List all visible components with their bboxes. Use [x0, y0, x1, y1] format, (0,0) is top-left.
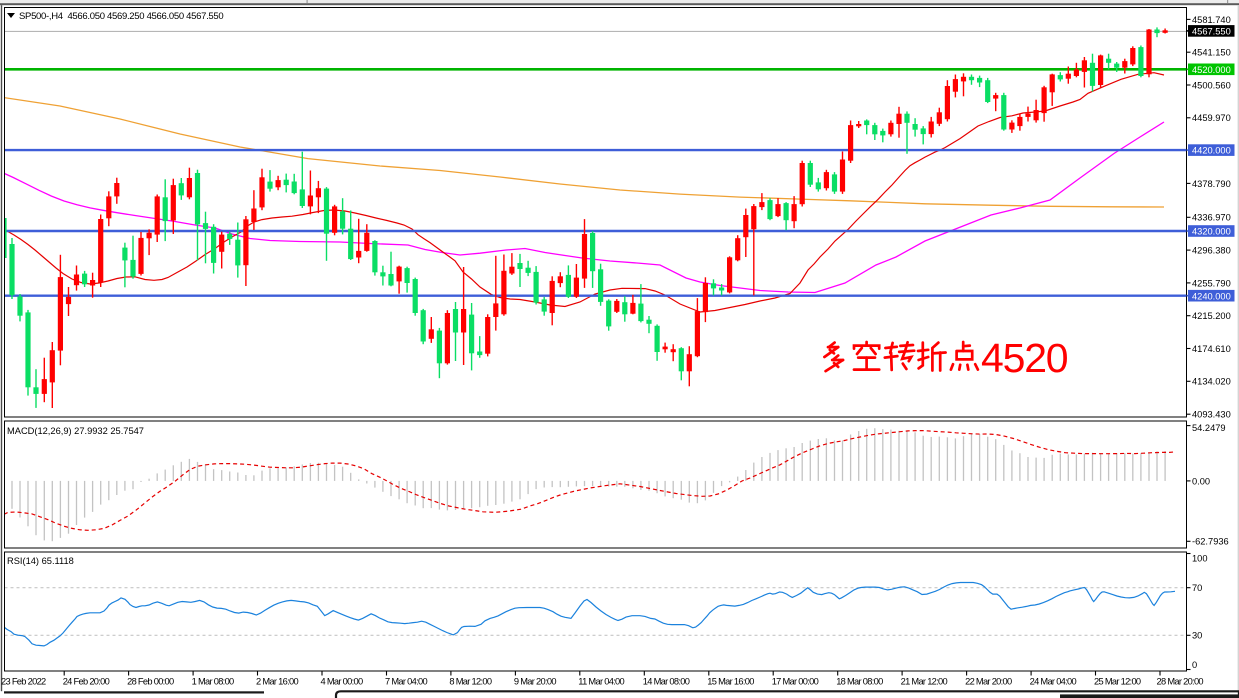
svg-text:1 Mar 08:00: 1 Mar 08:00 [192, 677, 234, 687]
svg-text:0: 0 [1192, 660, 1197, 670]
svg-text:4567.550: 4567.550 [1192, 27, 1231, 37]
svg-text:24 Feb 20:00: 24 Feb 20:00 [63, 677, 110, 687]
svg-text:4093.430: 4093.430 [1192, 410, 1231, 420]
svg-text:30: 30 [1192, 631, 1202, 641]
svg-text:4520.000: 4520.000 [1192, 65, 1231, 75]
svg-text:11 Mar 04:00: 11 Mar 04:00 [578, 677, 624, 687]
svg-text:4255.790: 4255.790 [1192, 278, 1231, 288]
svg-text:4378.790: 4378.790 [1192, 179, 1231, 189]
svg-text:4420.000: 4420.000 [1192, 146, 1231, 156]
svg-text:4581.740: 4581.740 [1192, 15, 1231, 25]
svg-text:9 Mar 20:00: 9 Mar 20:00 [514, 677, 556, 687]
svg-text:0.00: 0.00 [1192, 476, 1210, 486]
svg-text:23 Feb 2022: 23 Feb 2022 [1, 677, 46, 687]
svg-text:17 Mar 00:00: 17 Mar 00:00 [772, 677, 819, 687]
svg-text:8 Mar 12:00: 8 Mar 12:00 [449, 677, 491, 687]
svg-text:54.2479: 54.2479 [1192, 423, 1226, 433]
svg-text:70: 70 [1192, 583, 1202, 593]
svg-text:22 Mar 20:00: 22 Mar 20:00 [965, 677, 1012, 687]
svg-text:21 Mar 12:00: 21 Mar 12:00 [901, 677, 948, 687]
svg-text:100: 100 [1192, 553, 1208, 563]
svg-text:28 Feb 00:00: 28 Feb 00:00 [127, 677, 174, 687]
svg-text:7 Mar 04:00: 7 Mar 04:00 [385, 677, 427, 687]
svg-text:4500.560: 4500.560 [1192, 80, 1231, 90]
svg-text:RSI(14) 65.1118: RSI(14) 65.1118 [7, 556, 74, 566]
svg-text:18 Mar 08:00: 18 Mar 08:00 [836, 677, 883, 687]
svg-text:4174.610: 4174.610 [1192, 344, 1231, 354]
svg-text:SP500-,H4 4566.050 4569.250 4: SP500-,H4 4566.050 4569.250 4566.050 456… [19, 11, 223, 22]
svg-text:4336.970: 4336.970 [1192, 213, 1231, 223]
svg-text:4296.380: 4296.380 [1192, 246, 1231, 256]
svg-text:24 Mar 04:00: 24 Mar 04:00 [1030, 677, 1077, 687]
svg-text:4541.150: 4541.150 [1192, 48, 1231, 58]
svg-text:4459.970: 4459.970 [1192, 113, 1231, 123]
svg-text:4240.000: 4240.000 [1192, 291, 1231, 301]
svg-text:2 Mar 16:00: 2 Mar 16:00 [256, 677, 298, 687]
svg-text:4215.200: 4215.200 [1192, 311, 1231, 321]
svg-text:28 Mar 20:00: 28 Mar 20:00 [1157, 677, 1204, 687]
svg-text:4 Mar 00:00: 4 Mar 00:00 [321, 677, 363, 687]
svg-text:-62.7936: -62.7936 [1192, 537, 1229, 547]
svg-text:14 Mar 08:00: 14 Mar 08:00 [643, 677, 690, 687]
svg-text:15 Mar 16:00: 15 Mar 16:00 [707, 677, 754, 687]
svg-text:4520: 4520 [981, 335, 1068, 381]
svg-text:4134.020: 4134.020 [1192, 377, 1231, 387]
svg-text:MACD(12,26,9) 27.9932 25.7547: MACD(12,26,9) 27.9932 25.7547 [7, 426, 144, 436]
svg-text:25 Mar 12:00: 25 Mar 12:00 [1094, 677, 1141, 687]
svg-text:4320.000: 4320.000 [1192, 227, 1231, 237]
